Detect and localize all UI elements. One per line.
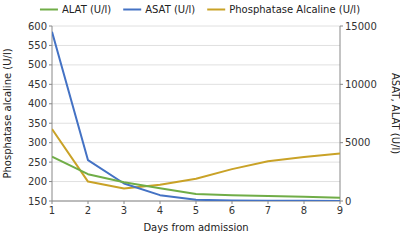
axes: 1 2 3 4 5 6 7 8 9 150 200 250 300 350 400 450 500 550 600 0… <box>28 21 377 217</box>
y-tick <box>49 26 52 27</box>
y-tick <box>49 123 52 124</box>
y2-axis-line <box>340 26 341 201</box>
plot-area <box>52 32 340 201</box>
y2-tick-label: 15000 <box>345 21 377 32</box>
x-tick-label: 7 <box>265 205 271 216</box>
y-tick-label: 250 <box>28 157 47 168</box>
x-tick-label: 8 <box>301 205 307 216</box>
y-tick-label: 400 <box>28 98 47 109</box>
y-tick <box>49 181 52 182</box>
y-tick-label: 600 <box>28 21 47 32</box>
y-tick <box>49 84 52 85</box>
y-tick <box>49 64 52 65</box>
y2-tick-label: 5000 <box>345 137 370 148</box>
legend-label: Phosphatase Alcaline (U/l) <box>229 4 360 15</box>
x-axis-label: Days from admission <box>143 222 248 233</box>
x-tick <box>196 201 197 204</box>
grid-line <box>52 142 340 143</box>
grid-line <box>52 103 340 104</box>
y2-axis-label: ASAT, ALAT (U/l) <box>390 73 400 154</box>
legend-label: ALAT (U/l) <box>62 4 111 15</box>
y-tick-label: 500 <box>28 59 47 70</box>
y-tick <box>49 201 52 202</box>
x-tick <box>268 201 269 204</box>
x-tick-label: 3 <box>121 205 127 216</box>
y-axis-line <box>52 26 53 201</box>
y-tick-label: 200 <box>28 176 47 187</box>
y-axis-label: Phosphatase alcaline (U/l) <box>2 48 13 178</box>
y-tick <box>49 142 52 143</box>
y-tick-label: 550 <box>28 40 47 51</box>
chart: 1 2 3 4 5 6 7 8 9 150 200 250 300 350 400 450 500 550 600 0… <box>0 0 400 237</box>
legend-label: ASAT (U/l) <box>145 4 195 15</box>
grid-line <box>52 64 340 65</box>
grid-line <box>52 162 340 163</box>
y-tick-label: 150 <box>28 196 47 207</box>
y2-tick <box>340 26 343 27</box>
y2-tick-label: 0 <box>345 196 351 207</box>
y2-tick-label: 10000 <box>345 79 377 90</box>
y-tick <box>49 162 52 163</box>
x-tick <box>88 201 89 204</box>
grid <box>52 26 340 201</box>
x-tick-label: 9 <box>337 205 343 216</box>
grid-line <box>52 123 340 124</box>
x-tick-label: 4 <box>157 205 163 216</box>
y-tick-label: 350 <box>28 118 47 129</box>
legend-swatch <box>123 9 141 11</box>
legend-swatch <box>40 9 58 11</box>
x-tick <box>304 201 305 204</box>
line-series <box>52 32 340 201</box>
x-tick <box>232 201 233 204</box>
x-tick <box>160 201 161 204</box>
y2-tick <box>340 142 343 143</box>
y-tick <box>49 45 52 46</box>
legend-swatch <box>207 9 225 11</box>
x-tick-label: 5 <box>193 205 199 216</box>
y-tick <box>49 103 52 104</box>
line-series <box>52 129 340 189</box>
line-series <box>52 157 340 198</box>
x-tick-label: 1 <box>49 205 55 216</box>
grid-line <box>52 84 340 85</box>
grid-line <box>52 45 340 46</box>
y2-tick <box>340 84 343 85</box>
x-tick-label: 6 <box>229 205 235 216</box>
y-tick-label: 450 <box>28 79 47 90</box>
legend: ALAT (U/l) ASAT (U/l) Phosphatase Alcaline… <box>40 4 360 15</box>
x-tick-label: 2 <box>85 205 91 216</box>
x-tick <box>124 201 125 204</box>
grid-line <box>52 26 340 27</box>
y-tick-label: 300 <box>28 137 47 148</box>
y2-tick <box>340 201 343 202</box>
grid-line <box>52 181 340 182</box>
